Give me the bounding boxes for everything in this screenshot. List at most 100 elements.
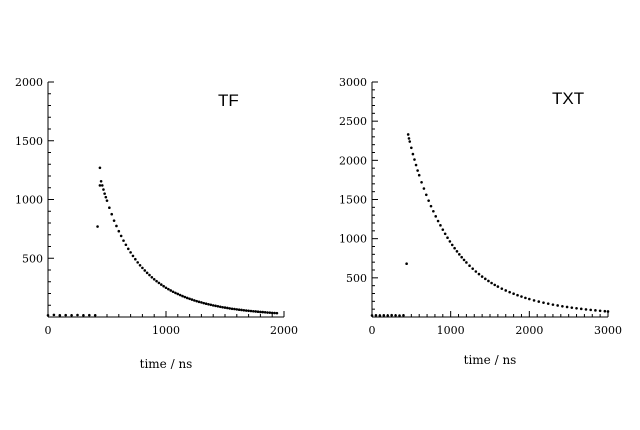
data-point xyxy=(98,166,102,170)
data-point xyxy=(88,313,91,317)
data-point xyxy=(226,306,229,310)
x-tick-label: 0 xyxy=(369,324,376,337)
data-point xyxy=(512,292,515,296)
chart-txt: TXT time / ns 0 1000 2000 3000 500 1000 1500 20… xyxy=(339,76,622,367)
data-point xyxy=(432,209,435,213)
data-point xyxy=(176,292,180,296)
data-point xyxy=(102,188,105,191)
data-point xyxy=(233,307,236,311)
chart-title: TXT xyxy=(552,89,584,108)
data-point xyxy=(532,299,536,302)
data-point xyxy=(455,250,459,253)
data-point xyxy=(96,225,99,228)
y-tick-label: 1500 xyxy=(339,194,367,207)
data-point xyxy=(193,299,196,302)
data-point xyxy=(490,281,493,285)
data-point xyxy=(407,137,411,140)
data-point xyxy=(240,308,243,312)
data-point xyxy=(496,285,500,288)
data-point xyxy=(468,264,471,267)
data-point xyxy=(424,193,428,197)
data-point xyxy=(453,246,456,250)
data-point xyxy=(270,311,274,315)
data-point xyxy=(266,311,269,314)
data-point xyxy=(122,239,125,242)
chart-tf: TF time / ns 0 1000 2000 500 1000 1500 2000 xyxy=(15,76,298,371)
data-point xyxy=(370,314,374,317)
data-point xyxy=(136,261,139,264)
data-point xyxy=(124,243,128,247)
data-point xyxy=(575,307,578,310)
data-point xyxy=(256,310,260,314)
data-point xyxy=(148,273,151,277)
data-point xyxy=(413,158,416,161)
data-point xyxy=(110,212,114,216)
data-point xyxy=(471,267,474,270)
data-point xyxy=(200,301,203,304)
data-point xyxy=(99,179,103,183)
data-point xyxy=(138,264,142,267)
data-point xyxy=(131,254,135,258)
data-point xyxy=(235,308,239,311)
data-point xyxy=(64,313,67,317)
data-point xyxy=(202,301,206,305)
data-point xyxy=(143,269,147,272)
data-point xyxy=(448,240,452,243)
data-point xyxy=(221,305,224,309)
data-point xyxy=(598,309,602,313)
data-point xyxy=(374,313,378,317)
data-point xyxy=(429,204,433,208)
data-point xyxy=(181,294,184,298)
data-point xyxy=(390,313,393,317)
x-tick-label: 1000 xyxy=(437,324,465,337)
data-point xyxy=(500,287,504,290)
data-point xyxy=(159,283,163,286)
data-point xyxy=(178,293,182,297)
data-point xyxy=(427,199,430,202)
data-point xyxy=(570,306,574,309)
data-point xyxy=(58,314,62,317)
data-point xyxy=(417,173,421,177)
data-point xyxy=(249,309,253,313)
data-point xyxy=(108,206,111,210)
data-point xyxy=(261,310,265,314)
data-point xyxy=(129,251,132,254)
data-point xyxy=(434,215,438,218)
data-point xyxy=(508,290,511,294)
data-point xyxy=(162,284,165,288)
data-point xyxy=(214,304,217,308)
y-tick-label: 2000 xyxy=(339,154,367,167)
data-point xyxy=(480,275,484,278)
data-point xyxy=(398,314,401,317)
data-point xyxy=(244,309,248,312)
y-tick-label: 1000 xyxy=(339,233,367,246)
data-point xyxy=(209,303,213,307)
data-point xyxy=(416,169,419,172)
data-point xyxy=(441,228,445,231)
data-point xyxy=(524,296,527,300)
data-point xyxy=(126,247,130,251)
data-point xyxy=(439,224,442,227)
data-point xyxy=(207,303,210,306)
data-point xyxy=(450,243,454,247)
data-point xyxy=(183,295,187,299)
data-point xyxy=(382,314,386,317)
data-point xyxy=(579,307,583,311)
data-point xyxy=(378,314,382,317)
data-point xyxy=(551,303,555,306)
data-point xyxy=(589,308,592,312)
data-point xyxy=(504,289,508,292)
data-point xyxy=(164,286,168,290)
data-point xyxy=(528,297,531,301)
data-point xyxy=(228,307,232,310)
data-point xyxy=(52,313,56,317)
data-point xyxy=(98,184,102,187)
data-point xyxy=(197,300,201,304)
data-point xyxy=(556,304,559,307)
y-tick-label: 1000 xyxy=(15,194,43,207)
data-point xyxy=(145,271,149,275)
data-point xyxy=(157,281,161,285)
data-point xyxy=(487,279,490,283)
data-point xyxy=(105,199,109,202)
data-point xyxy=(275,311,279,315)
